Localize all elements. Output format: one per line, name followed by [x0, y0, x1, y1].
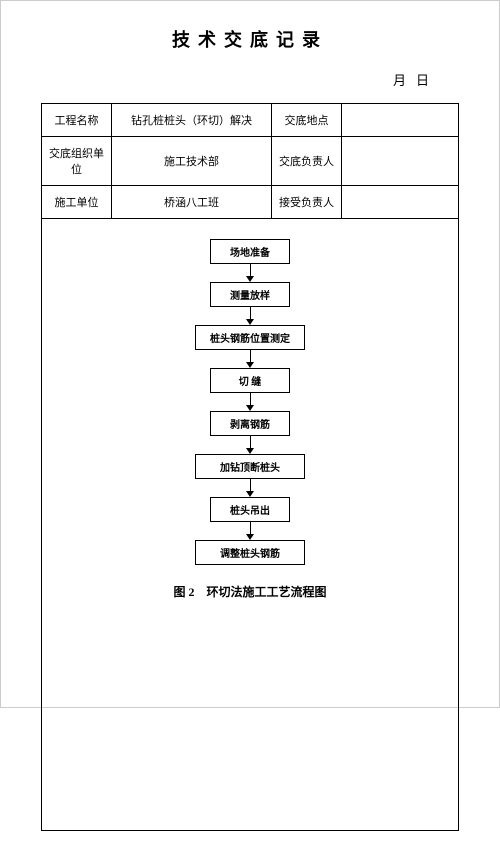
table-row: 交底组织单位 施工技术部 交底负责人: [42, 137, 459, 186]
flow-node: 剥离钢筋: [210, 411, 290, 436]
flow-node: 加钻顶断桩头: [195, 454, 305, 479]
day-label: 日: [416, 73, 439, 88]
flow-arrow-icon: [246, 479, 254, 497]
flow-arrow-icon: [246, 436, 254, 454]
cell-project-label: 工程名称: [42, 104, 112, 137]
flow-arrow-icon: [246, 393, 254, 411]
flow-node: 场地准备: [210, 239, 290, 264]
flow-node: 桩头吊出: [210, 497, 290, 522]
cell-leader-value: [342, 137, 459, 186]
cell-org-label: 交底组织单位: [42, 137, 112, 186]
flowchart: 场地准备 测量放样 桩头钢筋位置测定 切 缝 剥离钢筋 加钻顶断桩头 桩头吊出 …: [42, 239, 458, 565]
flow-node: 调整桩头钢筋: [195, 540, 305, 565]
flow-node: 测量放样: [210, 282, 290, 307]
flow-node: 切 缝: [210, 368, 290, 393]
page-title: 技术交底记录: [41, 26, 459, 52]
info-table: 工程名称 钻孔桩桩头（环切）解决 交底地点 交底组织单位 施工技术部 交底负责人…: [41, 103, 459, 219]
date-line: 月日: [41, 70, 459, 89]
cell-receiver-label: 接受负责人: [272, 186, 342, 219]
cell-location-label: 交底地点: [272, 104, 342, 137]
table-row: 工程名称 钻孔桩桩头（环切）解决 交底地点: [42, 104, 459, 137]
flow-arrow-icon: [246, 350, 254, 368]
flowchart-container: 场地准备 测量放样 桩头钢筋位置测定 切 缝 剥离钢筋 加钻顶断桩头 桩头吊出 …: [41, 219, 459, 831]
cell-project-value: 钻孔桩桩头（环切）解决: [112, 104, 272, 137]
cell-leader-label: 交底负责人: [272, 137, 342, 186]
cell-location-value: [342, 104, 459, 137]
month-label: 月: [393, 73, 416, 88]
figure-caption: 图 2 环切法施工工艺流程图: [42, 583, 458, 600]
cell-receiver-value: [342, 186, 459, 219]
cell-unit-label: 施工单位: [42, 186, 112, 219]
flow-arrow-icon: [246, 307, 254, 325]
cell-org-value: 施工技术部: [112, 137, 272, 186]
flow-arrow-icon: [246, 522, 254, 540]
flow-arrow-icon: [246, 264, 254, 282]
table-row: 施工单位 桥涵八工班 接受负责人: [42, 186, 459, 219]
flow-node: 桩头钢筋位置测定: [195, 325, 305, 350]
cell-unit-value: 桥涵八工班: [112, 186, 272, 219]
